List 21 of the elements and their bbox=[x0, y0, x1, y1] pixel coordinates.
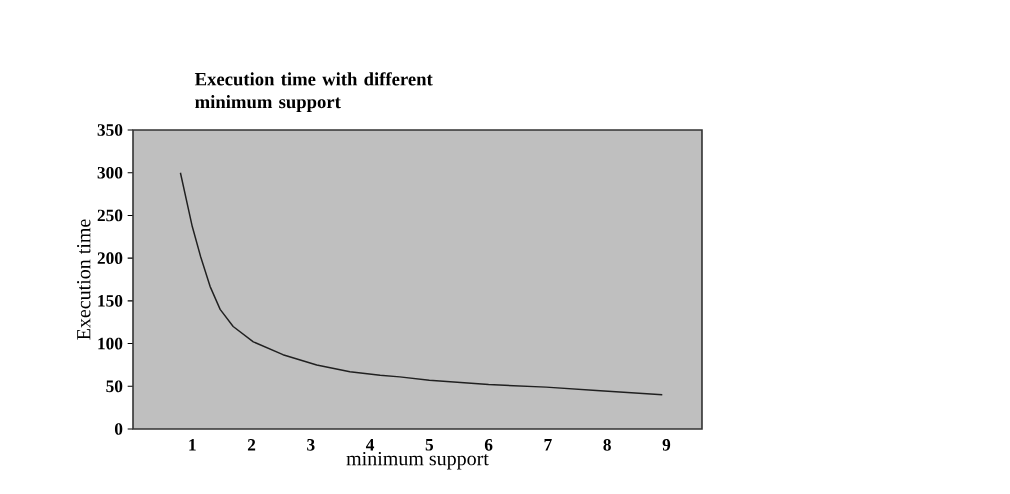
y-tick-label: 300 bbox=[97, 166, 123, 179]
y-tick-label: 350 bbox=[97, 124, 123, 136]
x-tick-label: 5 bbox=[425, 439, 434, 451]
x-tick-label: 2 bbox=[247, 439, 256, 451]
y-tick-label: 150 bbox=[98, 295, 123, 307]
chart-title: Execution time with different minimum support bbox=[194, 72, 433, 112]
x-tick-label: 9 bbox=[662, 439, 671, 451]
y-tick-label: 250 bbox=[97, 209, 123, 222]
x-tick-label: 6 bbox=[484, 439, 493, 451]
y-tick-label: 100 bbox=[98, 337, 123, 350]
x-tick-label: 7 bbox=[544, 439, 552, 451]
y-tick-label: 200 bbox=[97, 252, 123, 264]
y-tick-label: 50 bbox=[106, 380, 123, 393]
y-tick-label: 0 bbox=[114, 423, 123, 435]
x-tick-label: 1 bbox=[189, 439, 196, 451]
x-tick-label: 3 bbox=[307, 439, 315, 451]
x-axis-title: minimum support bbox=[346, 451, 489, 470]
x-tick-label: 4 bbox=[365, 439, 375, 451]
y-axis-title: Execution time bbox=[77, 219, 91, 340]
x-tick-label: 8 bbox=[603, 439, 611, 451]
line-series bbox=[179, 171, 664, 396]
